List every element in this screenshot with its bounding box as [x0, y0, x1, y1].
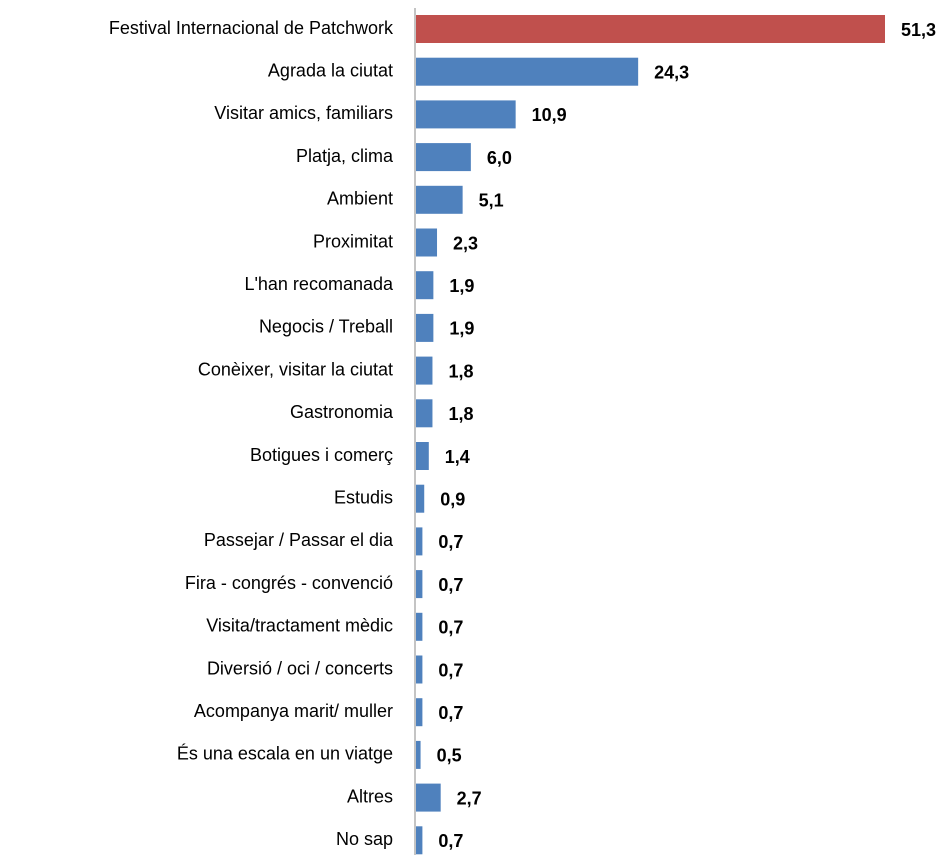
- value-label: 24,3: [654, 62, 689, 82]
- bar: [416, 271, 434, 300]
- bar: [416, 612, 423, 641]
- bar: [416, 143, 471, 172]
- bar: [416, 57, 639, 86]
- value-label: 51,3: [901, 20, 936, 40]
- bar: [416, 228, 438, 257]
- category-label: Platja, clima: [296, 146, 394, 166]
- bar: [416, 484, 425, 513]
- value-label: 6,0: [487, 148, 512, 168]
- value-label: 2,7: [457, 788, 482, 808]
- category-label: Altres: [347, 786, 393, 806]
- bar: [416, 356, 433, 385]
- value-label: 0,7: [438, 660, 463, 680]
- bar: [416, 100, 516, 129]
- bar: [416, 698, 423, 727]
- bar: [416, 15, 885, 43]
- bar: [416, 399, 433, 428]
- category-label: Passejar / Passar el dia: [204, 530, 394, 550]
- category-label: Gastronomia: [290, 402, 394, 422]
- category-label: Conèixer, visitar la ciutat: [198, 359, 393, 379]
- category-label: Festival Internacional de Patchwork: [109, 18, 394, 38]
- category-label: No sap: [336, 829, 393, 849]
- bar: [416, 826, 423, 855]
- value-label: 1,9: [449, 276, 474, 296]
- value-label: 0,7: [438, 831, 463, 851]
- bar: [416, 185, 463, 214]
- category-label: Diversió / oci / concerts: [207, 658, 393, 678]
- bar: [416, 442, 429, 470]
- category-label: Agrada la ciutat: [268, 60, 393, 80]
- value-label: 2,3: [453, 233, 478, 253]
- value-label: 0,7: [438, 618, 463, 638]
- value-label: 0,7: [438, 703, 463, 723]
- value-label: 5,1: [479, 191, 504, 211]
- value-label: 10,9: [532, 105, 567, 125]
- category-label: Negocis / Treball: [259, 317, 393, 337]
- value-label: 1,4: [445, 447, 470, 467]
- value-label: 0,9: [440, 489, 465, 509]
- value-label: 0,7: [438, 532, 463, 552]
- category-label: Estudis: [334, 487, 393, 507]
- category-label: Botigues i comerç: [250, 445, 393, 465]
- bar: [416, 655, 423, 684]
- bar: [416, 570, 423, 599]
- bar: [416, 313, 434, 342]
- bar: [416, 783, 441, 812]
- category-label: És una escala en un viatge: [177, 744, 393, 764]
- bar: [416, 740, 421, 769]
- category-label: Acompanya marit/ muller: [194, 701, 393, 721]
- value-label: 0,5: [437, 746, 462, 766]
- value-label: 1,9: [449, 319, 474, 339]
- category-label: Proximitat: [313, 231, 393, 251]
- value-label: 1,8: [448, 361, 473, 381]
- category-label: Visitar amics, familiars: [214, 103, 393, 123]
- bar: [416, 527, 423, 556]
- category-label: Fira - congrés - convenció: [185, 573, 393, 593]
- category-label: Visita/tractament mèdic: [206, 616, 393, 636]
- value-label: 0,7: [438, 575, 463, 595]
- value-label: 1,8: [448, 404, 473, 424]
- category-label: L'han recomanada: [244, 274, 394, 294]
- category-label: Ambient: [327, 189, 393, 209]
